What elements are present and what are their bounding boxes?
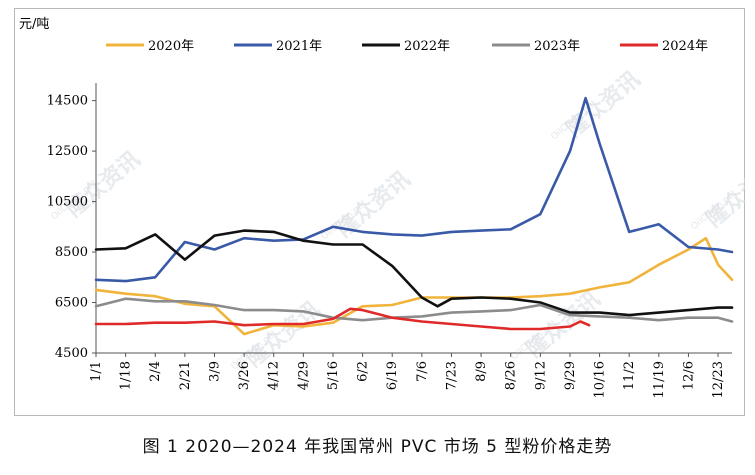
x-tick-label: 1/1 bbox=[89, 361, 104, 382]
y-tick-label: 10500 bbox=[47, 195, 88, 210]
x-tick-label: 11/2 bbox=[622, 361, 637, 390]
x-tick-label: 12/6 bbox=[681, 361, 696, 390]
series-line bbox=[94, 307, 591, 331]
x-tick-label: 6/2 bbox=[356, 361, 371, 382]
x-tick-label: 4/29 bbox=[296, 361, 311, 390]
y-tick-label: 14500 bbox=[47, 94, 88, 109]
y-tick-label: 12500 bbox=[47, 144, 88, 159]
legend-label: 2023年 bbox=[534, 39, 580, 54]
x-tick-label: 12/23 bbox=[711, 361, 726, 398]
figure-caption: 图 1 2020—2024 年我国常州 PVC 市场 5 型粉价格走势 bbox=[142, 437, 613, 457]
x-tick-label: 4/12 bbox=[267, 361, 282, 390]
legend-label: 2020年 bbox=[148, 39, 194, 54]
y-tick-label: 6500 bbox=[55, 296, 88, 311]
series-line bbox=[94, 229, 734, 317]
series-line bbox=[94, 96, 734, 283]
x-tick-label: 8/26 bbox=[504, 361, 519, 390]
watermark-text: 隆众资讯 bbox=[562, 67, 645, 143]
x-tick-label: 6/19 bbox=[385, 361, 400, 390]
y-tick-label: 8500 bbox=[55, 245, 88, 260]
series-line bbox=[94, 236, 734, 336]
legend: 2020年 2021年 2022年 2023年 2024年 bbox=[106, 39, 708, 54]
legend-label: 2024年 bbox=[662, 39, 708, 54]
y-axis: 4500 6500 8500 10500 12500 14500 bbox=[47, 83, 97, 361]
series-line bbox=[94, 297, 734, 323]
x-tick-label: 2/21 bbox=[178, 361, 193, 390]
x-tick-label: 9/12 bbox=[533, 361, 548, 390]
x-tick-label: 3/9 bbox=[207, 361, 222, 382]
x-tick-label: 9/29 bbox=[563, 361, 578, 390]
watermark-text: 隆众资讯 bbox=[332, 167, 415, 243]
y-axis-unit-label: 元/吨 bbox=[19, 17, 49, 32]
legend-label: 2022年 bbox=[404, 39, 450, 54]
watermark-text: 隆众资讯 bbox=[522, 287, 605, 363]
x-axis: 1/1 1/18 2/4 2/21 3/9 3/26 4/12 4/29 5/16 6/2 6/19… bbox=[89, 352, 732, 398]
series-layer bbox=[94, 96, 734, 336]
x-tick-label: 2/4 bbox=[148, 361, 163, 382]
legend-label: 2021年 bbox=[276, 39, 322, 54]
x-tick-label: 5/16 bbox=[326, 361, 341, 390]
watermark-text: 隆众资讯 bbox=[242, 297, 325, 373]
x-tick-label: 7/23 bbox=[444, 361, 459, 390]
x-tick-label: 10/16 bbox=[593, 361, 608, 398]
x-tick-label: 7/6 bbox=[415, 361, 430, 382]
x-tick-label: 1/18 bbox=[119, 361, 134, 390]
x-tick-label: 8/9 bbox=[474, 361, 489, 382]
y-tick-label: 4500 bbox=[55, 346, 88, 361]
x-tick-label: 11/19 bbox=[652, 361, 667, 398]
x-tick-label: 3/26 bbox=[237, 361, 252, 390]
